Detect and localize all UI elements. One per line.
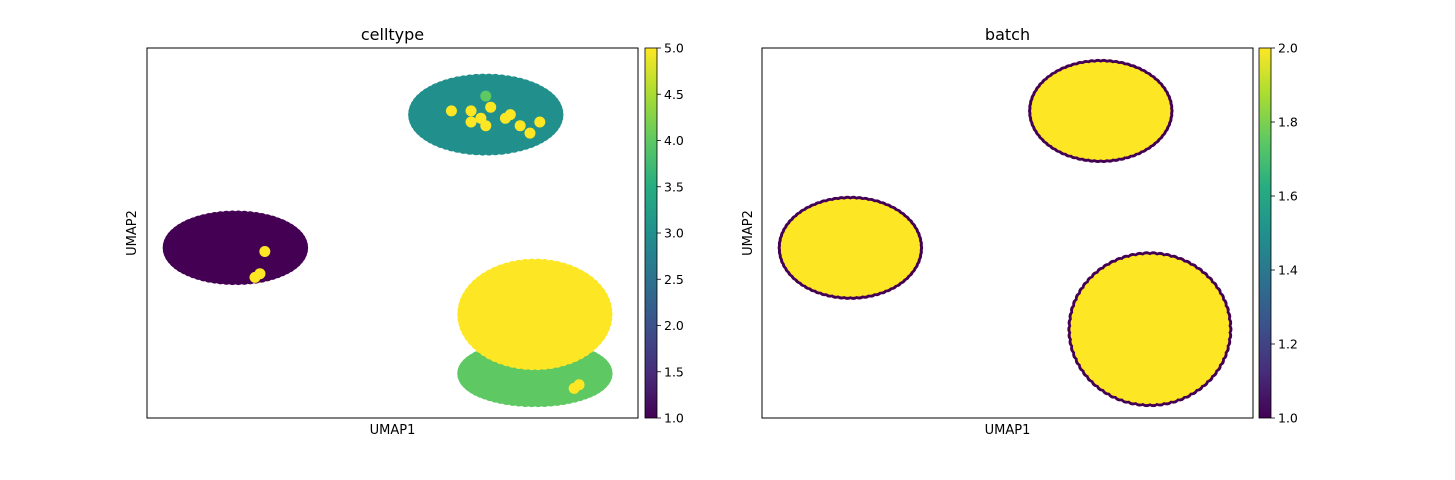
cell-point bbox=[445, 105, 457, 117]
cell-point bbox=[524, 127, 536, 139]
x-axis-label: UMAP1 bbox=[370, 423, 416, 438]
colorbar-tick-label: 1.0 bbox=[1278, 411, 1298, 426]
colorbar-tick-label: 4.5 bbox=[664, 87, 684, 102]
cell-point bbox=[295, 238, 308, 251]
cell-point bbox=[259, 246, 271, 257]
cell-point bbox=[465, 116, 477, 128]
panel-title: celltype bbox=[361, 25, 424, 44]
colorbar-gradient bbox=[644, 47, 658, 419]
colorbar-tick-label: 1.8 bbox=[1278, 115, 1298, 130]
plot-area-frame bbox=[761, 47, 1254, 419]
scatter-points bbox=[777, 58, 1233, 408]
cluster-blob bbox=[784, 202, 917, 293]
colorbar: 1.0 1.2 1.4 1.6 1.8 2.0 bbox=[1258, 41, 1298, 426]
y-axis-label: UMAP2 bbox=[741, 210, 756, 256]
x-axis-label: UMAP1 bbox=[985, 423, 1031, 438]
cluster-blob bbox=[412, 77, 560, 152]
cell-point bbox=[514, 120, 526, 132]
cell-point bbox=[1217, 317, 1230, 330]
cluster-blob bbox=[166, 214, 305, 282]
cell-point bbox=[465, 105, 477, 117]
cell-point bbox=[485, 101, 497, 113]
colorbar-tick-label: 3.5 bbox=[664, 179, 684, 194]
cell-point bbox=[480, 90, 492, 102]
cluster-blob bbox=[1074, 258, 1226, 401]
colorbar-tick-label: 2.5 bbox=[664, 272, 684, 287]
colorbar-gradient bbox=[1258, 47, 1272, 419]
cell-point bbox=[480, 120, 492, 132]
colorbar-tick-label: 3.0 bbox=[664, 226, 684, 241]
y-axis-label: UMAP2 bbox=[125, 210, 140, 256]
batch-panel: batch UMAP1 UMAP2 1.0 1.2 1.4 1.6 1.8 2.0 bbox=[741, 25, 1298, 438]
cell-point bbox=[1158, 101, 1171, 114]
colorbar-tick-label: 1.6 bbox=[1278, 189, 1298, 204]
colorbar-tick-label: 4.0 bbox=[664, 133, 684, 148]
colorbar-tick-label: 2.0 bbox=[664, 318, 684, 333]
colorbar-tick-label: 2.0 bbox=[1278, 41, 1298, 56]
cell-point bbox=[551, 105, 564, 118]
cell-point bbox=[600, 365, 613, 378]
cell-point bbox=[600, 303, 613, 316]
colorbar-tick-label: 1.4 bbox=[1278, 263, 1298, 278]
plot-area-frame bbox=[146, 47, 639, 419]
cell-point bbox=[504, 109, 516, 121]
colorbar-ticks: 1.0 1.5 2.0 2.5 3.0 3.5 4.0 4.5 5.0 bbox=[657, 41, 684, 426]
colorbar-tick-label: 1.0 bbox=[664, 411, 684, 426]
colorbar-ticks: 1.0 1.2 1.4 1.6 1.8 2.0 bbox=[1271, 41, 1298, 426]
celltype-panel: celltype UMAP1 UMAP2 1.0 1.5 2.0 2.5 3.0 3.5 4… bbox=[125, 25, 684, 438]
colorbar-tick-label: 5.0 bbox=[664, 41, 684, 56]
scatter-points bbox=[162, 73, 613, 408]
cluster-blob bbox=[461, 262, 609, 367]
colorbar-tick-label: 1.2 bbox=[1278, 337, 1298, 352]
cell-point bbox=[573, 379, 585, 391]
cell-point bbox=[249, 271, 261, 283]
cell-point bbox=[907, 237, 920, 250]
cluster-blob bbox=[1035, 65, 1167, 156]
colorbar: 1.0 1.5 2.0 2.5 3.0 3.5 4.0 4.5 5.0 bbox=[644, 41, 684, 426]
colorbar-tick-label: 1.5 bbox=[664, 364, 684, 379]
panel-title: batch bbox=[985, 25, 1030, 44]
cell-point bbox=[534, 116, 546, 128]
